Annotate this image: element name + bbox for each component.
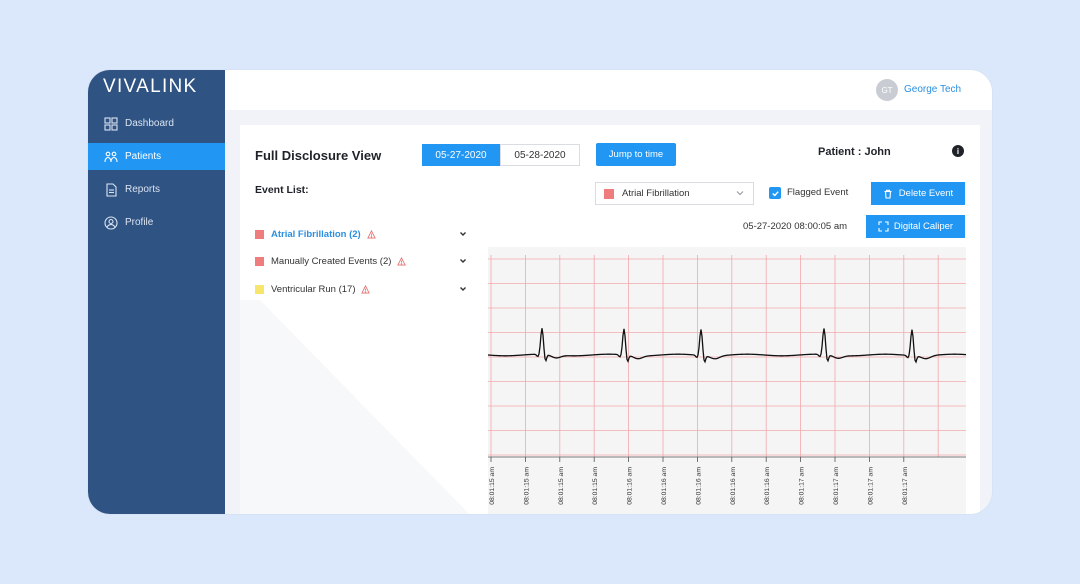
date-tab-selected[interactable]: 05-27-2020 [422, 144, 500, 166]
avatar[interactable]: GT [876, 79, 898, 101]
ecg-time-label: 08:01:15 am [558, 467, 565, 505]
ecg-time-label: 08:01:16 am [661, 467, 668, 505]
ecg-time-label: 08:01:15 am [523, 467, 530, 505]
jump-to-time-button[interactable]: Jump to time [596, 143, 676, 166]
trash-icon [884, 189, 892, 199]
delete-event-button[interactable]: Delete Event [871, 182, 965, 205]
chevron-down-icon [735, 188, 745, 201]
sidebar-item-patients[interactable]: Patients [88, 143, 225, 170]
sidebar-item-label: Patients [125, 151, 162, 162]
chevron-down-icon[interactable] [458, 284, 468, 297]
chevron-down-icon[interactable] [458, 256, 468, 269]
date-tab[interactable]: 05-28-2020 [500, 144, 580, 166]
event-color-swatch [255, 229, 264, 239]
decorative-shade [240, 300, 470, 514]
info-icon[interactable]: i [952, 145, 964, 157]
event-list-heading: Event List: [255, 184, 309, 196]
sidebar-item-profile[interactable]: Profile [88, 209, 225, 236]
top-bar: GT George Tech [225, 70, 992, 110]
patients-icon [103, 149, 119, 165]
sidebar-item-label: Reports [125, 184, 161, 195]
event-label: Ventricular Run (17) [271, 283, 356, 295]
ecg-time-label: 08:01:15 am [592, 467, 599, 505]
ecg-strip[interactable]: 08:01:15 am 08:01:15 am 08:01:15 am 08:01:1… [488, 247, 966, 514]
event-type-value: Atrial Fibrillation [622, 188, 690, 199]
ecg-time-label: 08:01:17 am [902, 467, 909, 505]
event-item-ventricular-run[interactable]: Ventricular Run (17) [255, 281, 468, 297]
reports-icon [103, 182, 119, 198]
sidebar: VIVALINK Dashboard Patients Reports Prof… [88, 70, 225, 514]
event-color-swatch [255, 284, 264, 294]
event-item-atrial-fibrillation[interactable]: Atrial Fibrillation (2) [255, 226, 468, 242]
ecg-time-label: 08:01:15 am [489, 467, 496, 505]
page-title: Full Disclosure View [255, 148, 382, 163]
ecg-waveform [488, 328, 966, 364]
dashboard-icon [103, 116, 119, 132]
event-label: Atrial Fibrillation (2) [271, 228, 361, 240]
event-item-manually-created[interactable]: Manually Created Events (2) [255, 253, 468, 269]
patient-label: Patient : John [818, 146, 891, 158]
warning-icon [361, 284, 371, 294]
event-type-select[interactable]: Atrial Fibrillation [595, 182, 754, 205]
sidebar-item-dashboard[interactable]: Dashboard [88, 110, 225, 137]
app-window: VIVALINK Dashboard Patients Reports Prof… [88, 70, 992, 514]
ecg-time-label: 08:01:16 am [695, 467, 702, 505]
flagged-event-label: Flagged Event [787, 187, 849, 198]
ecg-time-label: 08:01:17 am [799, 467, 806, 505]
ecg-background [488, 247, 966, 514]
sidebar-item-reports[interactable]: Reports [88, 176, 225, 203]
flagged-event-checkbox[interactable] [769, 187, 781, 199]
ecg-time-label: 08:01:17 am [867, 467, 874, 505]
ecg-time-label: 08:01:16 am [730, 467, 737, 505]
profile-icon [103, 215, 119, 231]
brand-logo: VIVALINK [103, 76, 198, 97]
ecg-time-label: 08:01:16 am [764, 467, 771, 505]
warning-icon [397, 256, 407, 266]
event-color-swatch [255, 256, 264, 266]
warning-icon [366, 229, 376, 239]
chevron-down-icon[interactable] [458, 229, 468, 242]
username-link[interactable]: George Tech [904, 84, 962, 95]
digital-caliper-label: Digital Caliper [893, 221, 954, 232]
event-label: Manually Created Events (2) [271, 255, 392, 267]
event-color-swatch [604, 188, 614, 199]
expand-icon [878, 221, 889, 232]
check-icon [771, 190, 779, 197]
ecg-time-label: 08:01:16 am [627, 467, 634, 505]
digital-caliper-button[interactable]: Digital Caliper [866, 215, 965, 238]
main-panel: Full Disclosure View 05-27-2020 05-28-20… [240, 125, 980, 514]
sidebar-item-label: Profile [125, 217, 154, 228]
ecg-time-label: 08:01:17 am [833, 467, 840, 505]
delete-event-label: Delete Event [898, 188, 954, 199]
ecg-timestamp: 05-27-2020 08:00:05 am [743, 221, 848, 232]
sidebar-item-label: Dashboard [125, 118, 174, 129]
